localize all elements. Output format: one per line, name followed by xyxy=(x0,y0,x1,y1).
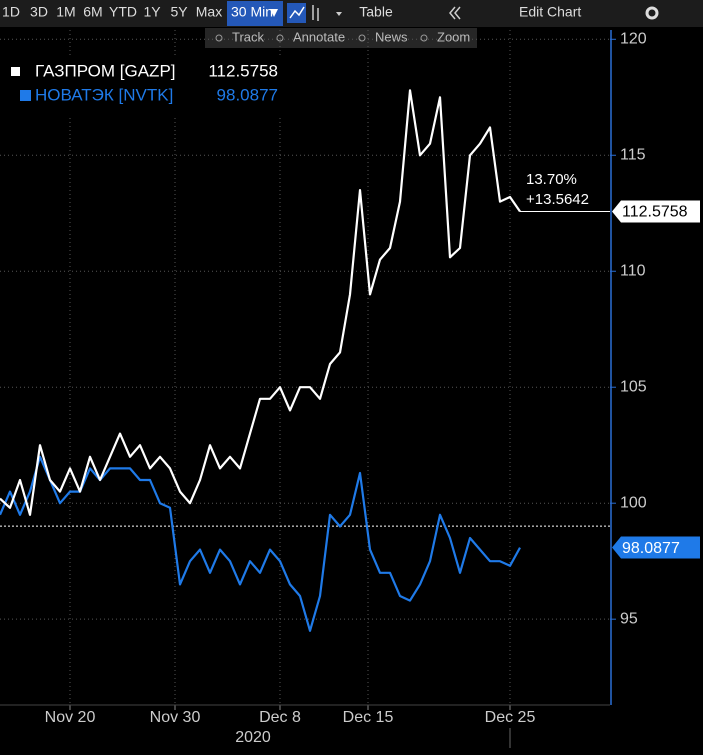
tool-button[interactable]: Annotate xyxy=(293,29,345,44)
range-button[interactable]: 5Y xyxy=(170,4,188,20)
plot: 95 100 105 110 115 120 Nov 20 Nov 30 Dec 8 Dec 15… xyxy=(0,30,700,726)
y-tick-label: 110 xyxy=(620,262,646,279)
settings-icon[interactable] xyxy=(645,6,659,20)
range-button[interactable]: 1D xyxy=(2,4,20,20)
last-value-tag xyxy=(612,536,700,559)
legend-box xyxy=(0,55,285,117)
tool-icon xyxy=(420,34,428,42)
tool-button[interactable]: Track xyxy=(232,29,265,44)
legend-value: 98.0877 xyxy=(217,85,278,104)
series-line xyxy=(0,455,521,632)
toolbar xyxy=(0,0,703,27)
tool-icon xyxy=(276,34,284,42)
dropdown-arrow xyxy=(270,9,278,17)
x-tick-label: Dec 15 xyxy=(343,709,394,726)
y-tick-label: 95 xyxy=(620,610,638,627)
legend-value: 112.5758 xyxy=(208,61,278,80)
range-button[interactable]: 6M xyxy=(83,4,102,20)
x-tick-label: Dec 25 xyxy=(485,709,536,726)
annotation: +13.5642 xyxy=(526,191,589,208)
legend-label: ГАЗПРОМ [GAZP] xyxy=(35,61,176,80)
tools-bar xyxy=(205,28,477,48)
x-tick-label: Nov 20 xyxy=(45,709,96,726)
menu-arrow[interactable] xyxy=(336,12,342,16)
last-value-label: 98.0877 xyxy=(622,540,680,557)
bar-icon[interactable] xyxy=(312,5,319,21)
range-button[interactable]: YTD xyxy=(109,4,137,20)
x-tick-label: Dec 8 xyxy=(259,709,301,726)
table-button[interactable]: Table xyxy=(359,4,393,20)
legend-label: НОВАТЭК [NVTK] xyxy=(35,85,173,104)
edit-chart-button[interactable]: Edit Chart xyxy=(519,4,581,20)
range-button[interactable]: 1M xyxy=(56,4,75,20)
last-value-tag xyxy=(612,200,700,223)
last-value-label: 112.5758 xyxy=(622,204,688,221)
y-tick-label: 115 xyxy=(620,146,646,163)
annotation: 13.70% xyxy=(526,171,577,188)
tool-icon xyxy=(358,34,366,42)
range-button[interactable]: Max xyxy=(196,4,222,20)
range-button[interactable]: 1Y xyxy=(143,4,161,20)
tool-button[interactable]: News xyxy=(375,29,408,44)
legend-swatch xyxy=(11,67,20,76)
range-button[interactable]: 3D xyxy=(30,4,48,20)
legend-swatch xyxy=(20,90,31,101)
tool-button[interactable]: Zoom xyxy=(437,29,470,44)
y-tick-label: 120 xyxy=(620,30,647,47)
x-sublabel: 2020 xyxy=(235,729,271,746)
x-tick-label: Nov 30 xyxy=(150,709,201,726)
y-tick-label: 100 xyxy=(620,494,647,511)
y-tick-label: 105 xyxy=(620,378,647,395)
tool-icon xyxy=(215,34,223,42)
line-icon xyxy=(289,6,305,19)
collapse-icon[interactable] xyxy=(449,6,461,20)
interval-button[interactable]: 30 Min xyxy=(231,4,273,20)
series-line xyxy=(0,89,521,516)
